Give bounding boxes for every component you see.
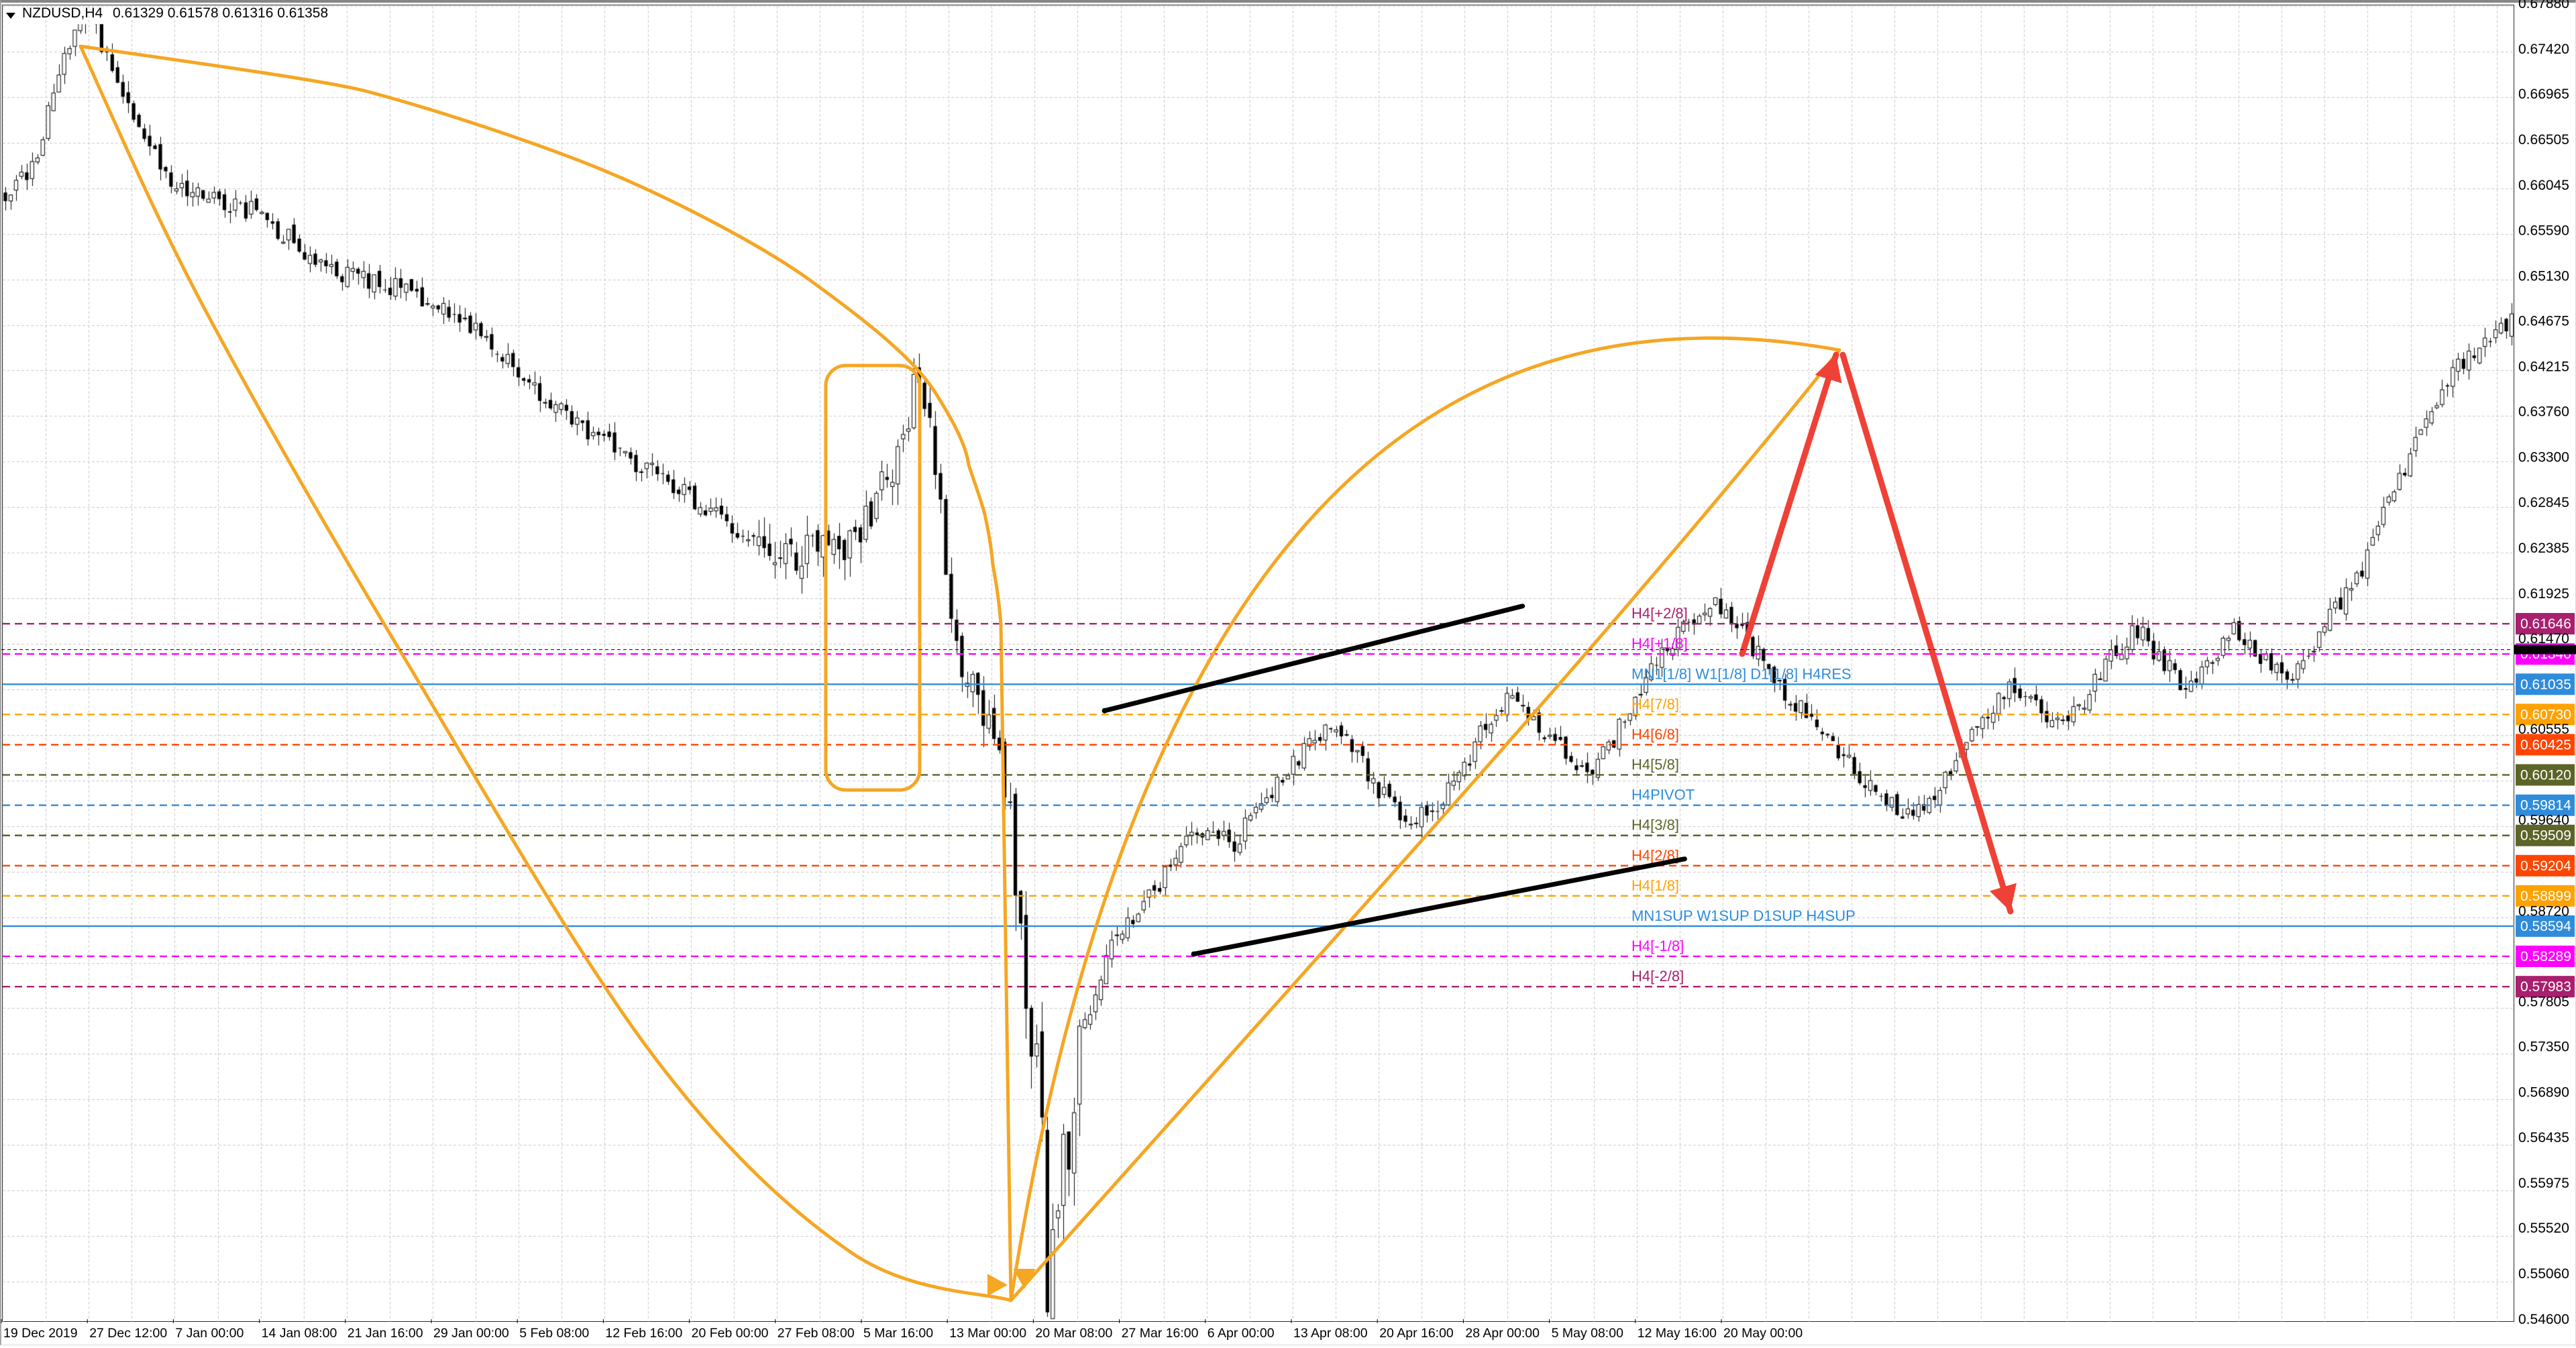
svg-text:0.65130: 0.65130 — [2518, 268, 2569, 284]
svg-text:12 May 16:00: 12 May 16:00 — [1638, 1326, 1717, 1341]
svg-text:0.55520: 0.55520 — [2518, 1221, 2569, 1236]
svg-text:0.62845: 0.62845 — [2518, 495, 2569, 510]
svg-text:5 Mar 16:00: 5 Mar 16:00 — [863, 1326, 933, 1341]
svg-text:27 Mar 16:00: 27 Mar 16:00 — [1122, 1326, 1199, 1341]
svg-text:0.58720: 0.58720 — [2518, 903, 2569, 919]
svg-text:0.61329 0.61578 0.61316 0.6135: 0.61329 0.61578 0.61316 0.61358 — [113, 5, 328, 21]
svg-text:12 Feb 16:00: 12 Feb 16:00 — [605, 1326, 682, 1341]
svg-text:0.64215: 0.64215 — [2518, 359, 2569, 374]
svg-text:0.63300: 0.63300 — [2518, 450, 2569, 465]
svg-text:0.65590: 0.65590 — [2518, 223, 2569, 238]
svg-text:20 Feb 00:00: 20 Feb 00:00 — [692, 1326, 769, 1341]
svg-text:28 Apr 00:00: 28 Apr 00:00 — [1465, 1326, 1540, 1341]
svg-text:0.66045: 0.66045 — [2518, 178, 2569, 193]
svg-text:21 Jan 16:00: 21 Jan 16:00 — [347, 1326, 423, 1341]
svg-text:0.63760: 0.63760 — [2518, 404, 2569, 420]
svg-text:0.57350: 0.57350 — [2518, 1040, 2569, 1055]
svg-text:0.61925: 0.61925 — [2518, 586, 2569, 602]
svg-text:14 Jan 08:00: 14 Jan 08:00 — [262, 1326, 337, 1341]
svg-text:0.66965: 0.66965 — [2518, 87, 2569, 102]
svg-text:13 Mar 00:00: 13 Mar 00:00 — [949, 1326, 1026, 1341]
svg-text:5 Feb 08:00: 5 Feb 08:00 — [519, 1326, 589, 1341]
svg-text:0.56435: 0.56435 — [2518, 1130, 2569, 1145]
svg-text:5 May 08:00: 5 May 08:00 — [1552, 1326, 1623, 1341]
svg-text:0.67420: 0.67420 — [2518, 42, 2569, 57]
svg-text:7 Jan 00:00: 7 Jan 00:00 — [175, 1326, 244, 1341]
svg-text:13 Apr 08:00: 13 Apr 08:00 — [1293, 1326, 1368, 1341]
svg-text:20 Mar 08:00: 20 Mar 08:00 — [1035, 1326, 1112, 1341]
svg-text:0.54600: 0.54600 — [2518, 1312, 2569, 1327]
svg-text:0.55975: 0.55975 — [2518, 1176, 2569, 1191]
svg-text:27 Dec 12:00: 27 Dec 12:00 — [89, 1326, 167, 1341]
svg-text:0.67880: 0.67880 — [2518, 0, 2569, 11]
svg-text:27 Feb 08:00: 27 Feb 08:00 — [777, 1326, 855, 1341]
svg-text:0.60555: 0.60555 — [2518, 722, 2569, 737]
svg-text:20 Apr 16:00: 20 Apr 16:00 — [1379, 1326, 1454, 1341]
svg-text:0.59640: 0.59640 — [2518, 812, 2569, 828]
svg-text:0.64675: 0.64675 — [2518, 314, 2569, 329]
svg-text:19 Dec 2019: 19 Dec 2019 — [3, 1326, 78, 1341]
svg-text:20 May 00:00: 20 May 00:00 — [1723, 1326, 1803, 1341]
svg-text:NZDUSD,H4: NZDUSD,H4 — [22, 5, 103, 21]
svg-text:0.61470: 0.61470 — [2518, 631, 2569, 647]
svg-text:0.66505: 0.66505 — [2518, 132, 2569, 148]
svg-text:6 Apr 00:00: 6 Apr 00:00 — [1208, 1326, 1275, 1341]
svg-text:29 Jan 00:00: 29 Jan 00:00 — [433, 1326, 509, 1341]
svg-text:0.62385: 0.62385 — [2518, 541, 2569, 556]
svg-text:0.57805: 0.57805 — [2518, 994, 2569, 1009]
svg-text:0.56890: 0.56890 — [2518, 1085, 2569, 1101]
svg-text:0.55060: 0.55060 — [2518, 1266, 2569, 1282]
